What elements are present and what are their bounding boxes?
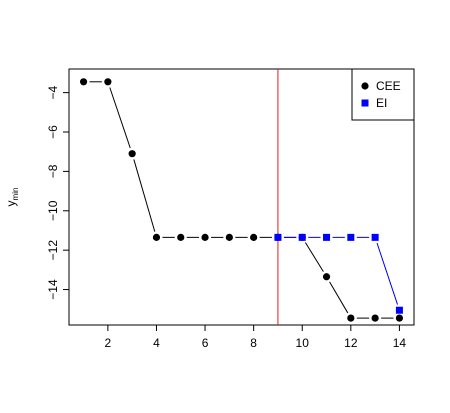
data-point-circle: [79, 78, 88, 86]
y-axis: −4 −6 −8 −10 −12 −14: [46, 85, 69, 300]
data-point-circle: [371, 314, 379, 322]
data-point-square: [323, 233, 331, 241]
x-tick-label: 10: [296, 336, 310, 350]
data-point-square: [371, 233, 379, 241]
x-tick-label: 6: [202, 336, 209, 350]
legend-marker-cee: [361, 82, 369, 90]
x-tick-label: 12: [344, 336, 358, 350]
legend: CEE EI: [351, 68, 415, 121]
data-point-square: [274, 233, 282, 241]
x-tick-label: 4: [153, 336, 160, 350]
data-point-circle: [152, 233, 161, 241]
data-point-circle: [177, 233, 185, 241]
series-ei: [274, 233, 403, 314]
x-axis: 2 4 6 8 10 12 14: [105, 325, 407, 350]
data-point-circle: [201, 233, 209, 241]
data-point-circle: [250, 233, 258, 241]
data-point-circle: [225, 233, 233, 241]
data-point-circle: [395, 314, 404, 322]
series-segment: [329, 281, 349, 314]
series-layer: [79, 78, 404, 322]
series-segment: [109, 87, 131, 149]
data-point-circle: [104, 78, 112, 86]
y-tick-label: −8: [46, 164, 60, 178]
legend-box: [351, 68, 415, 121]
data-point-circle: [322, 273, 331, 281]
series-segment: [304, 242, 324, 272]
data-point-square: [347, 233, 355, 241]
y-axis-label-main: y: [4, 200, 18, 206]
y-axis-label-subscript: min: [11, 188, 20, 201]
y-tick-label: −10: [46, 200, 60, 221]
plot-frame: [68, 68, 415, 326]
data-point-square: [395, 306, 403, 314]
legend-label-ei: EI: [376, 96, 387, 110]
legend-label-cee: CEE: [376, 79, 401, 93]
y-tick-label: −12: [46, 240, 60, 261]
series-segment: [376, 242, 398, 305]
x-tick-label: 14: [393, 336, 407, 350]
x-tick-label: 8: [250, 336, 257, 350]
y-tick-label: −4: [46, 85, 60, 99]
data-point-circle: [347, 314, 355, 322]
y-axis-label: ymin: [4, 188, 20, 207]
x-tick-label: 2: [105, 336, 112, 350]
data-point-square: [298, 233, 306, 241]
legend-marker-ei: [361, 99, 369, 107]
data-point-circle: [128, 150, 136, 158]
y-tick-label: −6: [46, 125, 60, 139]
series-segment: [133, 159, 156, 232]
y-tick-label: −14: [46, 279, 60, 300]
